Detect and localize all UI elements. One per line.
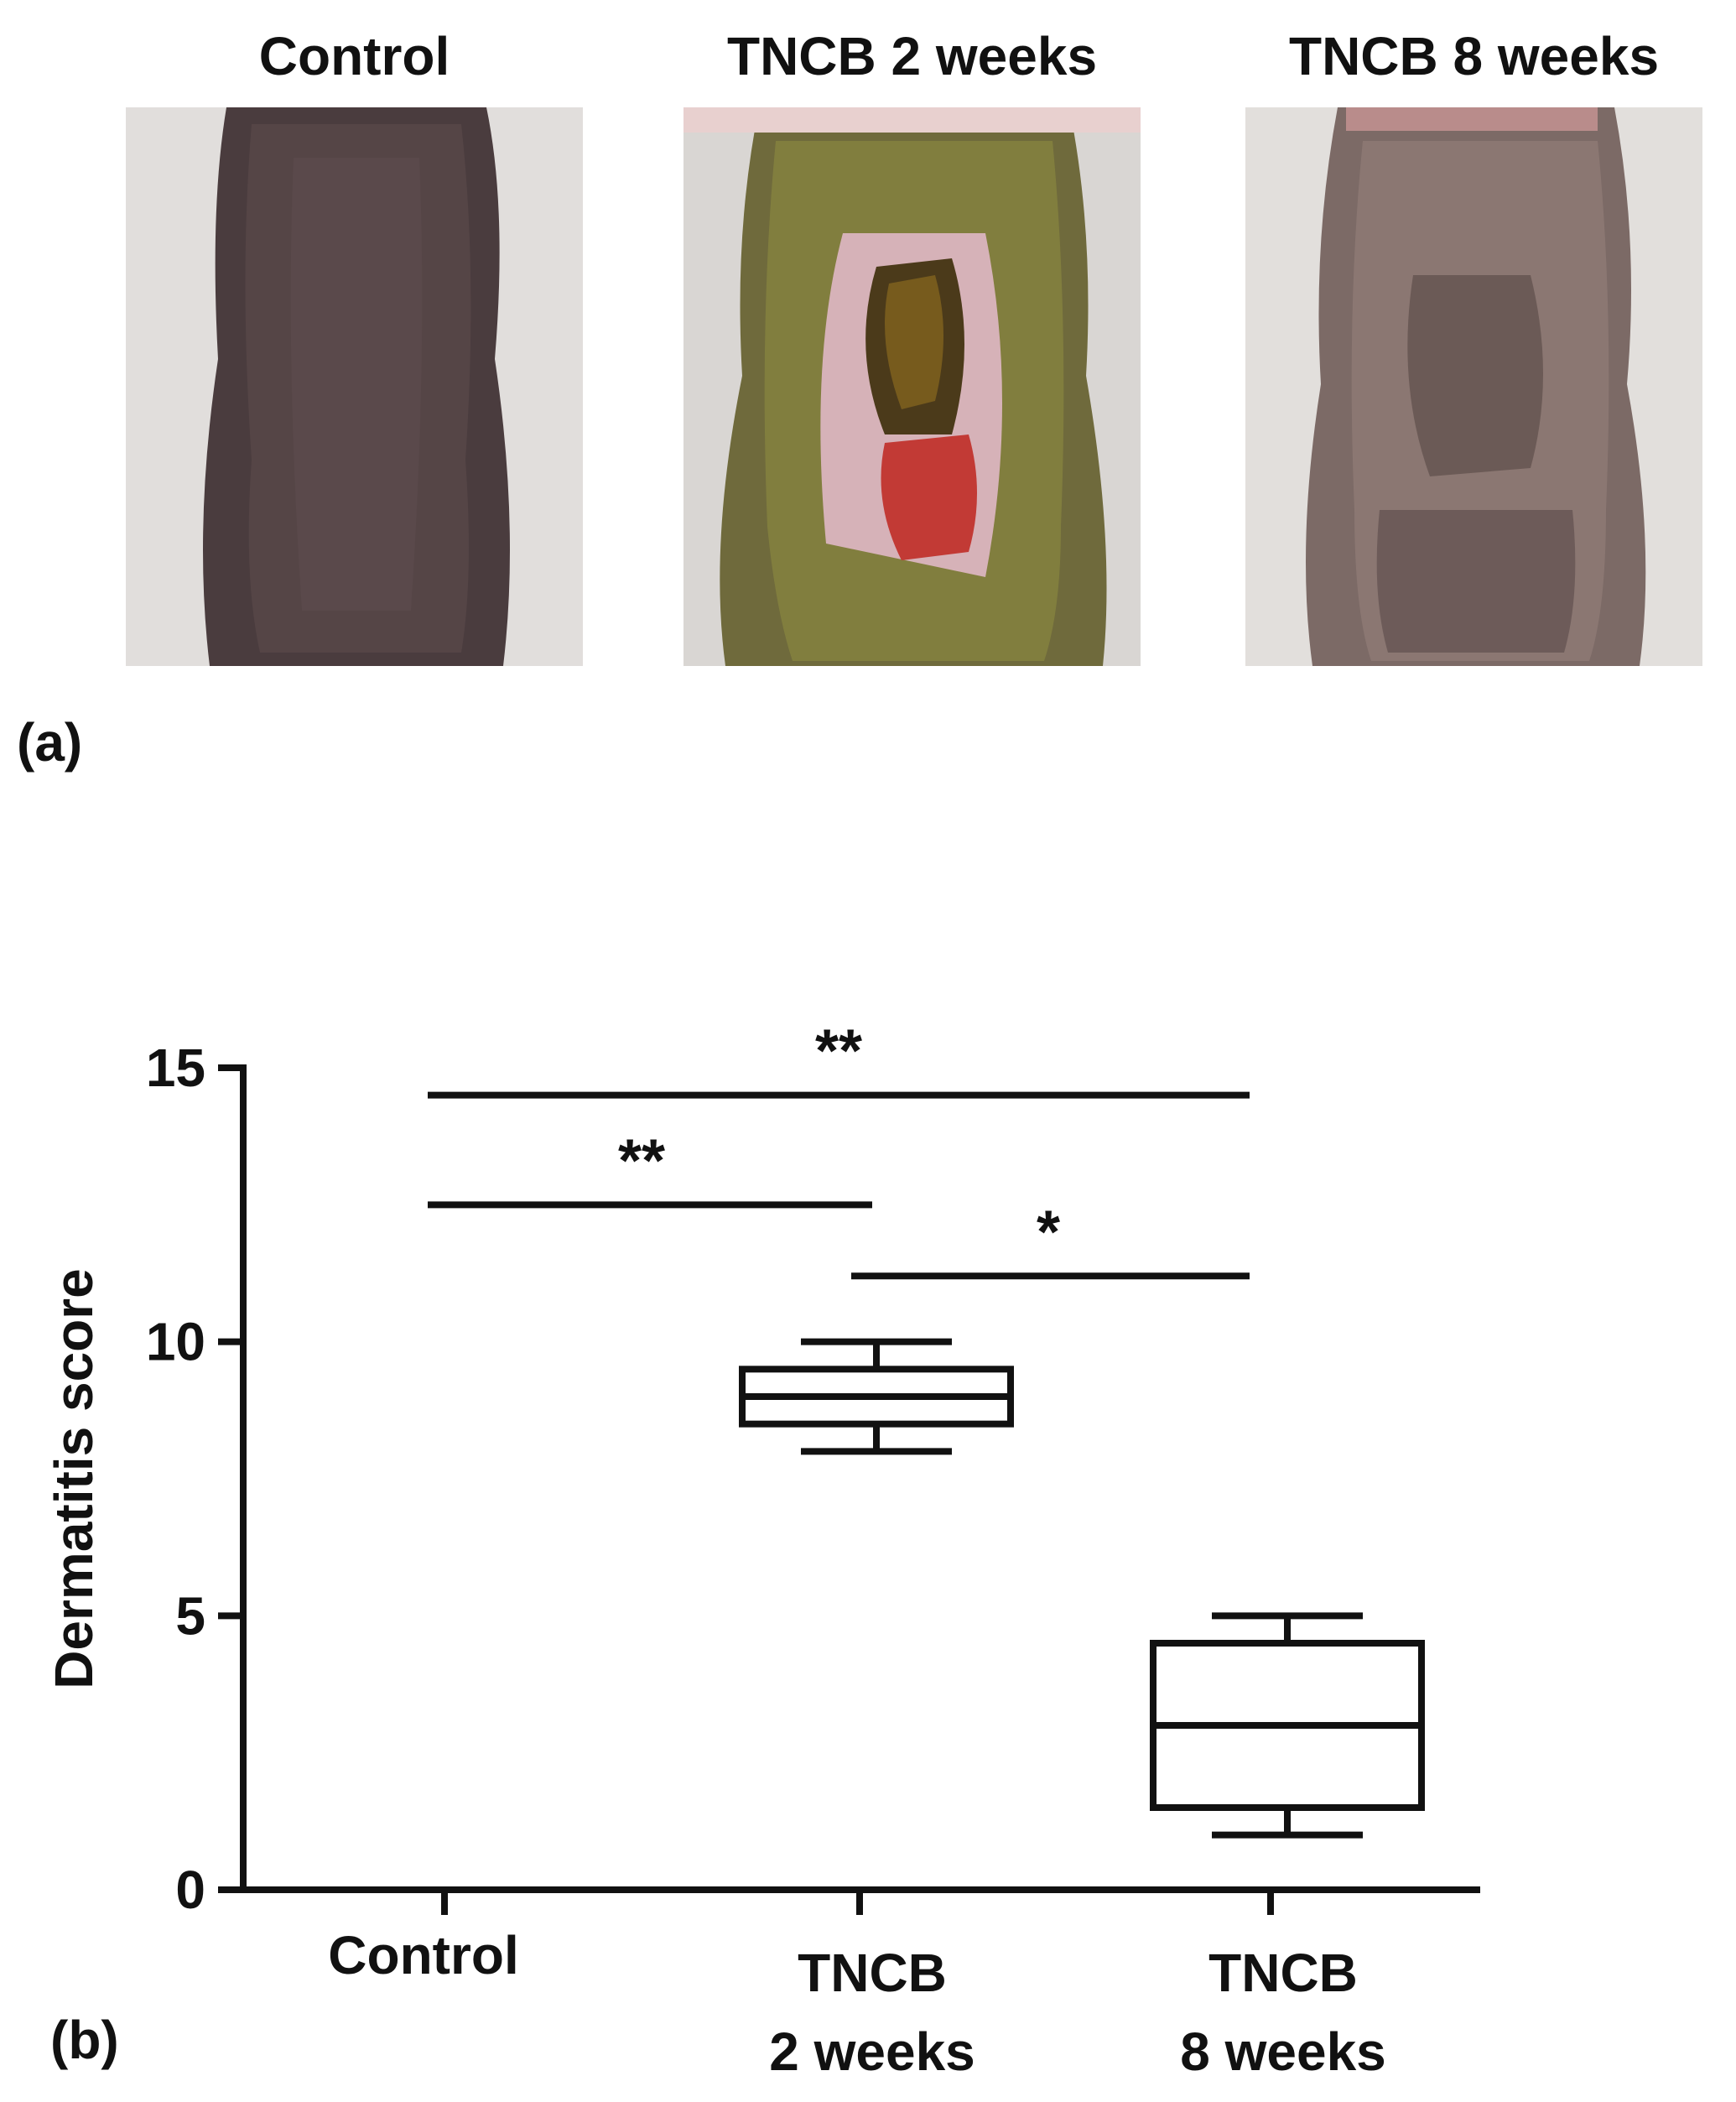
x-category-label: 2 weeks bbox=[769, 2021, 975, 2082]
x-category-label: 8 weeks bbox=[1180, 2021, 1386, 2082]
photo-title-control: Control bbox=[258, 26, 450, 86]
significance-marker: ** bbox=[815, 1018, 862, 1085]
y-axis-label: Dermatitis score bbox=[44, 1268, 104, 1689]
photo-title-tncb-2-weeks: TNCB 2 weeks bbox=[726, 26, 1098, 86]
photo-tncb-2-weeks-mouse bbox=[683, 107, 1141, 666]
panel-label-a: (a) bbox=[17, 712, 83, 773]
y-tick-label: 15 bbox=[146, 1038, 205, 1098]
y-tick-label: 5 bbox=[175, 1585, 205, 1646]
panel-label-b: (b) bbox=[50, 2010, 119, 2070]
significance-marker: ** bbox=[618, 1127, 665, 1194]
y-tick-label: 0 bbox=[175, 1860, 205, 1920]
significance-marker: * bbox=[1037, 1199, 1060, 1266]
photo-tncb-8-weeks-mouse bbox=[1245, 107, 1702, 666]
photo-control-mouse bbox=[126, 107, 583, 666]
x-category-label: TNCB bbox=[1208, 1943, 1358, 2003]
photo-title-tncb-8-weeks: TNCB 8 weeks bbox=[1288, 26, 1660, 86]
y-tick-label: 10 bbox=[146, 1312, 205, 1372]
x-category-label: TNCB bbox=[798, 1943, 947, 2003]
x-category-label: Control bbox=[328, 1925, 519, 1985]
